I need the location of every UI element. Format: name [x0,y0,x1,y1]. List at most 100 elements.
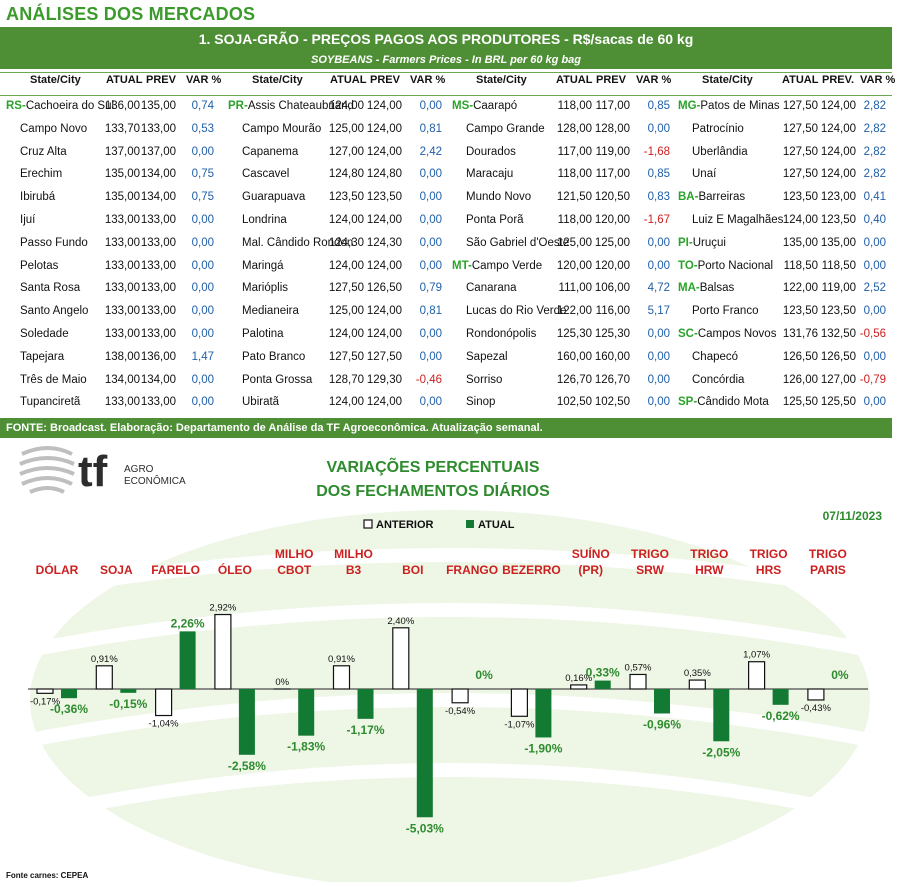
bar-atual [713,689,729,741]
var-cell: 0,75 [192,168,214,180]
data-label-anterior: -0,43% [801,703,832,714]
data-label-atual: -0,96% [643,717,681,731]
atual-cell: 111,00 [559,282,592,294]
city-cell: TO-Porto Nacional [678,260,773,272]
var-cell: 0,00 [420,237,442,249]
atual-cell: 123,50 [783,191,818,203]
var-cell: 0,53 [192,123,214,135]
bar-atual [535,689,551,737]
prev-cell: 133,00 [141,396,176,408]
state-code: PR [228,100,244,112]
state-code: SP [678,396,693,408]
prev-cell: 117,00 [596,100,630,112]
bar-atual [358,689,374,719]
globe-stripes-icon [20,448,74,492]
city-cell: MT-Campo Verde [452,260,542,272]
var-cell: -0,56 [860,328,886,340]
atual-cell: 136,00 [105,100,140,112]
data-label-anterior: -0,54% [445,706,476,717]
atual-cell: 127,50 [783,168,818,180]
var-cell: 0,00 [192,214,214,226]
state-code: BA [678,191,695,203]
prev-cell: 134,00 [141,191,176,203]
var-cell: -0,46 [416,374,442,386]
city-cell: Campo Novo [20,123,87,135]
prev-cell: 124,00 [821,168,856,180]
city-name: Cruz Alta [20,146,67,158]
atual-cell: 160,00 [557,351,592,363]
city-name: Maracaju [466,168,513,180]
var-cell: 0,00 [648,374,670,386]
bar-anterior [808,689,824,700]
city-cell: Luiz E Magalhães [692,214,783,226]
category-label: FARELO [151,563,200,577]
prev-cell: 125,00 [595,237,630,249]
atual-cell: 137,00 [105,146,140,158]
city-cell: Mundo Novo [466,191,531,203]
city-cell: Campo Grande [466,123,545,135]
logo-line1: AGRO [124,464,154,475]
data-label-atual: -1,17% [346,723,384,737]
prev-cell: 127,50 [367,351,402,363]
bar-anterior [511,689,527,716]
data-label-anterior: 2,40% [387,616,414,627]
atual-cell: 125,00 [557,237,592,249]
atual-cell: 127,50 [783,146,818,158]
column-header: PREV. [822,74,854,92]
city-name: Mundo Novo [466,191,531,203]
city-cell: Tupanciretã [20,396,80,408]
city-name: Maringá [242,260,284,272]
category-label: HRW [695,563,724,577]
category-label: BOI [402,563,423,577]
city-cell: Lucas do Rio Verde [466,305,566,317]
column-header: ATUAL [106,74,142,92]
var-cell: 0,00 [420,351,442,363]
column-header: ATUAL [330,74,366,92]
city-name: Erechim [20,168,62,180]
city-name: Porto Nacional [698,260,773,272]
city-cell: Rondonópolis [466,328,536,340]
city-cell: Maringá [242,260,284,272]
city-name: Sinop [466,396,495,408]
city-name: Ponta Grossa [242,374,312,386]
var-cell: 0,00 [192,374,214,386]
category-label: SRW [636,563,664,577]
city-name: Balsas [700,282,735,294]
category-label: TRIGO [809,547,847,561]
category-label: PARIS [810,563,846,577]
prev-cell: 124,00 [821,146,856,158]
city-cell: SP-Cândido Mota [678,396,769,408]
city-name: Porto Franco [692,305,758,317]
city-name: Concórdia [692,374,744,386]
var-cell: 0,00 [420,100,442,112]
bar-anterior [749,662,765,689]
city-name: Sapezal [466,351,508,363]
data-label-anterior: 0,91% [328,654,355,665]
prev-cell: 124,00 [821,123,856,135]
atual-cell: 126,70 [557,374,592,386]
city-cell: Ijuí [20,214,35,226]
city-cell: São Gabriel d'Oeste [466,237,569,249]
prev-cell: 123,50 [821,305,856,317]
city-cell: Passo Fundo [20,237,88,249]
prev-cell: 133,00 [141,214,176,226]
atual-cell: 123,50 [329,191,364,203]
city-cell: Soledade [20,328,69,340]
prev-cell: 133,00 [141,123,176,135]
prev-cell: 124,00 [367,123,402,135]
city-name: Passo Fundo [20,237,88,249]
var-cell: -1,67 [644,214,670,226]
